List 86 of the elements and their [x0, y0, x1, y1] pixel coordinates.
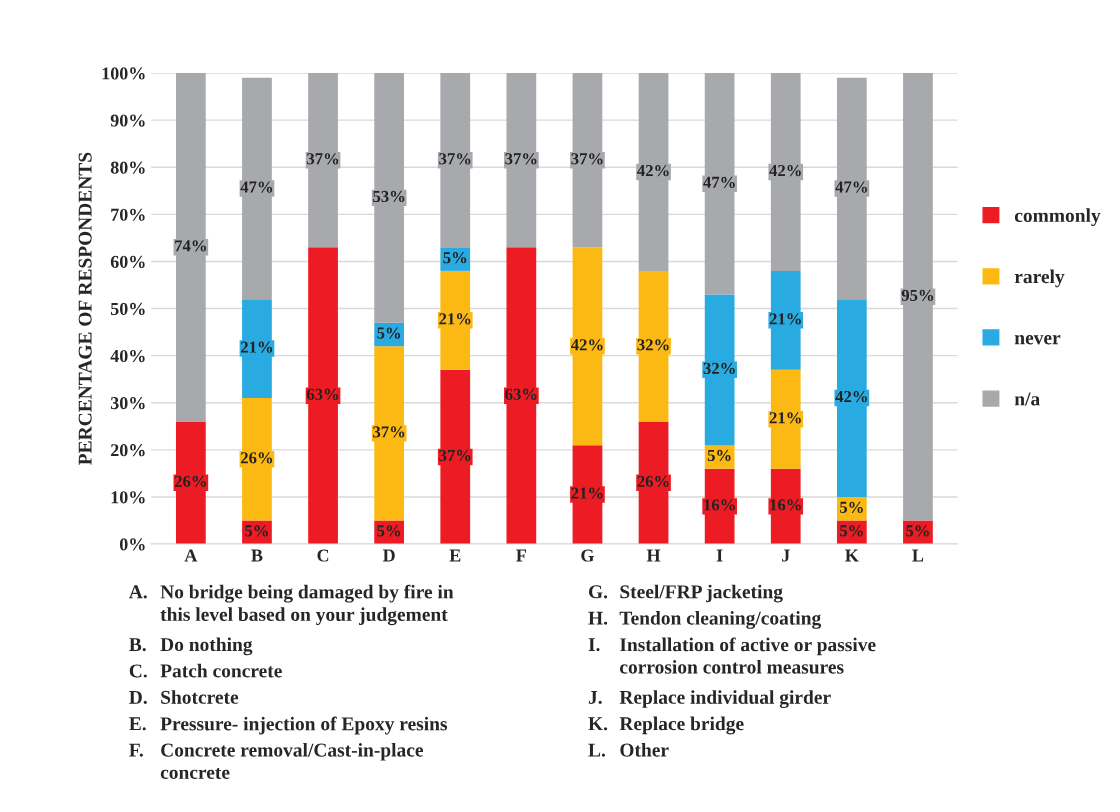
bar [572, 247, 603, 446]
data-label: 37% [439, 153, 471, 165]
data-label: 95% [901, 289, 934, 302]
x-tick-label: B [251, 549, 263, 562]
data-label: 5% [840, 501, 863, 513]
x-tick-label: L [912, 549, 924, 562]
data-label: 5% [906, 525, 929, 537]
data-label: 21% [769, 313, 801, 325]
text: E. Pressure- injection of Epoxy resins [129, 716, 448, 735]
data-label: 26% [240, 452, 273, 464]
text: B. Do nothing [129, 637, 253, 656]
y-axis-title: PERCENTAGE OF RESPONDENTS [78, 152, 92, 465]
x-tick-label: F [516, 549, 526, 562]
data-label: 42% [769, 164, 801, 177]
data-label: 26% [637, 475, 669, 488]
bar [506, 73, 537, 248]
data-label: 42% [637, 164, 669, 177]
y-tick-label: 100% [102, 67, 145, 80]
data-label: 5% [245, 525, 268, 537]
legend-label: never [1014, 334, 1061, 345]
x-tick-label: I [716, 549, 723, 562]
legend-label: n/a [1014, 392, 1040, 406]
y-tick-label: 10% [111, 491, 145, 504]
data-label: 37% [439, 449, 471, 462]
data-label: 5% [443, 252, 467, 264]
text: A. No bridge being damaged by fire in this level based on your judgement [128, 584, 454, 626]
x-tick-label: C [317, 549, 329, 562]
text: L. Other [588, 742, 669, 757]
y-tick-label: 40% [110, 349, 145, 363]
text: G. Steel/FRP jacketing [588, 584, 783, 603]
y-tick-label: 70% [111, 208, 145, 221]
data-label: 37% [505, 153, 537, 165]
bar [704, 73, 735, 295]
data-label: 42% [835, 390, 867, 403]
bar [374, 73, 405, 323]
text: H. Tendon cleaning/coating [588, 611, 822, 629]
data-label: 63% [505, 388, 537, 400]
data-label: 74% [175, 240, 206, 252]
x-tick-label: G [581, 549, 594, 562]
data-label: 37% [373, 426, 405, 438]
y-tick-label: 80% [110, 161, 145, 174]
data-label: 5% [377, 327, 401, 339]
x-tick-label: D [382, 549, 395, 562]
data-label: 21% [571, 487, 603, 499]
text: C. Patch concrete [129, 663, 282, 678]
data-label: 37% [307, 153, 339, 165]
data-label: 47% [835, 181, 867, 193]
data-label: 53% [373, 190, 405, 203]
bar [638, 73, 669, 271]
data-label: 21% [439, 313, 471, 325]
bar [506, 247, 537, 545]
bar [903, 73, 933, 521]
legend-label: commonly [1014, 208, 1101, 227]
data-label: 5% [377, 525, 401, 537]
data-label: 16% [704, 499, 735, 511]
text: J. Replace individual girder [588, 690, 831, 708]
y-tick-label: 60% [110, 255, 145, 268]
y-tick-label: 90% [110, 114, 145, 127]
legend-label: rarely [1014, 269, 1065, 288]
data-label: 32% [703, 362, 735, 375]
data-label: 32% [637, 339, 669, 351]
y-tick-label: 20% [110, 444, 145, 457]
data-label: 21% [769, 412, 801, 424]
data-label: 47% [703, 176, 735, 188]
y-tick-label: 50% [110, 302, 145, 316]
y-tick-label: 0% [119, 538, 145, 551]
x-tick-label: K [845, 549, 859, 562]
data-label: 5% [707, 449, 731, 462]
data-label: 16% [770, 499, 801, 511]
x-tick-label: E [449, 549, 461, 562]
x-tick-label: A [184, 549, 198, 562]
text: I. Installation of active or passive corrosion control measures [588, 637, 876, 674]
data-label: 47% [240, 181, 273, 193]
data-label: 21% [240, 341, 273, 353]
x-tick-label: H [646, 549, 661, 562]
x-tick-label: J [782, 549, 790, 562]
text: D. Shotcrete [129, 690, 239, 704]
data-label: 26% [174, 475, 206, 488]
data-label: 63% [306, 388, 339, 400]
data-label: 37% [571, 153, 603, 165]
bar [704, 294, 735, 446]
data-label: 5% [840, 525, 863, 537]
text: F. Concrete removal/Cast-in-place concrete [129, 742, 424, 780]
text: K. Replace bridge [588, 716, 744, 735]
data-label: 42% [571, 339, 603, 351]
y-tick-label: 30% [110, 397, 145, 410]
